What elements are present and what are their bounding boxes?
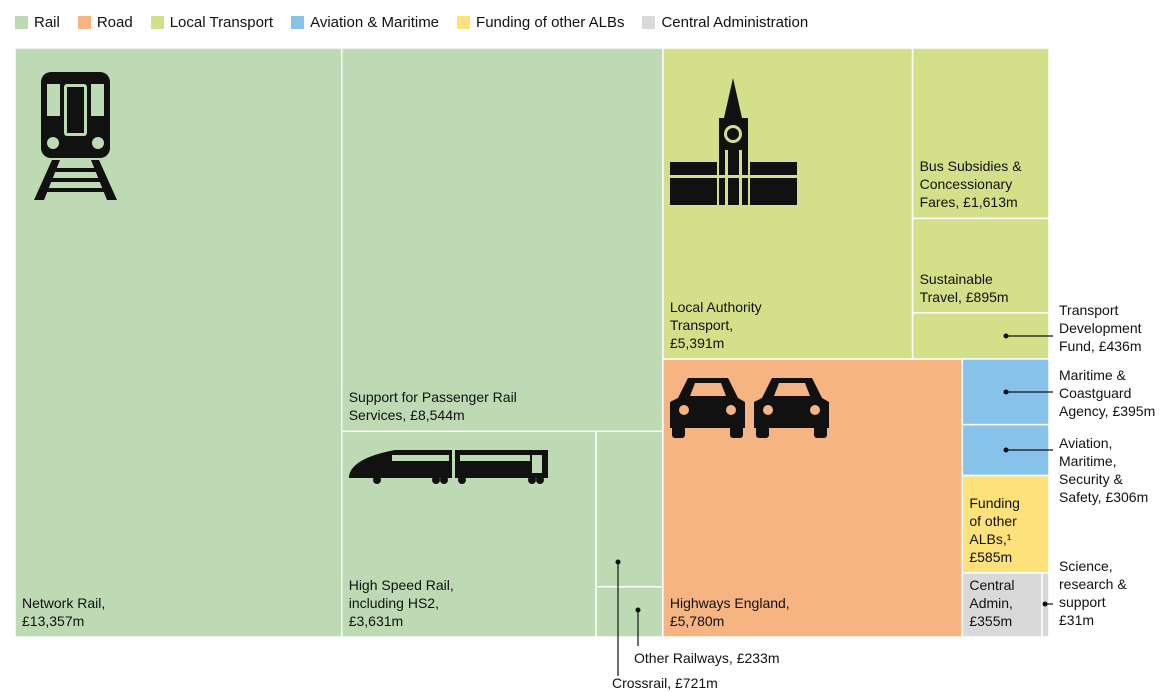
tile-name: High Speed Rail, including HS2, bbox=[348, 577, 454, 611]
tile-label: Highways England, £5,780m bbox=[670, 594, 820, 630]
legend-swatch bbox=[77, 16, 91, 29]
legend-item: Funding of other ALBs bbox=[457, 14, 624, 31]
legend-item: Local Transport bbox=[150, 14, 274, 31]
tile-value: £355m bbox=[969, 613, 1013, 629]
cars-icon bbox=[670, 378, 829, 438]
tile-label: Sustainable Travel, £895m bbox=[920, 270, 1030, 306]
tile-name: Transport Development Fund, bbox=[1059, 302, 1142, 354]
tile-label: Other Railways, £233m bbox=[634, 649, 780, 667]
tile-name: Crossrail, bbox=[612, 675, 672, 691]
legend-item: Aviation & Maritime bbox=[291, 14, 439, 31]
legend-label: Rail bbox=[34, 14, 60, 31]
tile-name: Network Rail, bbox=[22, 595, 106, 611]
tile-value: £5,391m bbox=[669, 334, 725, 351]
tile-name: Bus Subsidies & Concessionary Fares, bbox=[919, 158, 1022, 211]
tile-label: Transport Development Fund, £436m bbox=[1059, 301, 1159, 355]
tile-name: Aviation, Maritime, Security & Safety, bbox=[1059, 435, 1123, 505]
legend-label: Road bbox=[96, 14, 133, 31]
legend-label: Central Administration bbox=[661, 14, 809, 31]
tile-value: £8,544m bbox=[410, 407, 465, 424]
legend-item: Rail bbox=[15, 14, 60, 31]
tile-label: Bus Subsidies & Concessionary Fares, £1,… bbox=[920, 157, 1045, 211]
legend: Rail Road Local Transport Aviation & Mariti… bbox=[15, 14, 808, 31]
legend-swatch bbox=[457, 16, 471, 29]
tile bbox=[911, 217, 1050, 314]
tile-name: Central Admin, bbox=[969, 577, 1015, 611]
train-icon bbox=[34, 72, 117, 200]
tile bbox=[911, 47, 1050, 220]
tile-name: Local Authority Transport, bbox=[669, 298, 762, 333]
legend-swatch bbox=[150, 16, 164, 29]
tile bbox=[961, 474, 1050, 574]
tile-value: £436m bbox=[1098, 338, 1142, 354]
legend-label: Funding of other ALBs bbox=[476, 14, 625, 31]
legend-label: Local Transport bbox=[169, 14, 274, 31]
tile-name: Highways England, bbox=[669, 595, 790, 611]
icons bbox=[34, 72, 829, 484]
legend-swatch bbox=[642, 16, 656, 29]
tile-value: £721m bbox=[675, 675, 718, 691]
tile-name: Funding of other ALBs,¹ bbox=[969, 494, 1020, 547]
legend-label: Aviation & Maritime bbox=[310, 14, 440, 31]
tile-label: Central Admin, £355m bbox=[969, 576, 1031, 630]
tile-value: £1,613m bbox=[963, 194, 1018, 211]
tile-label: Crossrail, £721m bbox=[612, 674, 718, 692]
tile-label: Network Rail, £13,357m bbox=[22, 594, 132, 630]
tile-name: Other Railways, bbox=[634, 650, 733, 666]
tile-value: £31m bbox=[1059, 612, 1095, 628]
tile bbox=[340, 47, 664, 433]
legend-item: Road bbox=[77, 14, 133, 31]
high-speed-train-icon bbox=[349, 450, 548, 484]
tile-value: £3,631m bbox=[348, 613, 404, 629]
tile-value: £306m bbox=[1105, 489, 1149, 505]
tile-name: Maritime & Coastguard Agency, bbox=[1059, 367, 1132, 419]
tile-value: £233m bbox=[736, 650, 780, 666]
tile bbox=[595, 430, 664, 588]
tile-value: £5,780m bbox=[669, 613, 725, 629]
tile bbox=[961, 572, 1043, 638]
tile-value: £13,357m bbox=[22, 613, 85, 629]
tile-label: Funding of other ALBs,¹ £585m bbox=[969, 494, 1034, 566]
tile-name: Support for Passenger Rail Services, bbox=[348, 389, 517, 424]
tile-name: Sustainable Travel, bbox=[919, 270, 993, 305]
tile-value: £395m bbox=[1112, 403, 1156, 419]
tile-label: Local Authority Transport, £5,391m bbox=[670, 298, 790, 352]
tile-label: Support for Passenger Rail Services, £8,… bbox=[349, 388, 524, 424]
legend-swatch bbox=[15, 16, 28, 29]
legend-item: Central Administration bbox=[642, 14, 808, 31]
tile-name: Science, research & support bbox=[1059, 558, 1127, 610]
tiles bbox=[14, 47, 1050, 638]
big-ben-icon bbox=[670, 78, 797, 205]
tile-label: Maritime & Coastguard Agency, £395m bbox=[1059, 366, 1168, 420]
leaders bbox=[615, 333, 1053, 676]
tile-value: £585m bbox=[969, 548, 1013, 565]
tile bbox=[595, 586, 664, 638]
legend-swatch bbox=[291, 16, 305, 29]
tile-label: Science, research & support £31m bbox=[1059, 557, 1139, 629]
tile-value: £895m bbox=[965, 288, 1009, 305]
tile-label: Aviation, Maritime, Security & Safety, £… bbox=[1059, 434, 1161, 506]
tile-label: High Speed Rail, including HS2, £3,631m bbox=[349, 576, 474, 630]
